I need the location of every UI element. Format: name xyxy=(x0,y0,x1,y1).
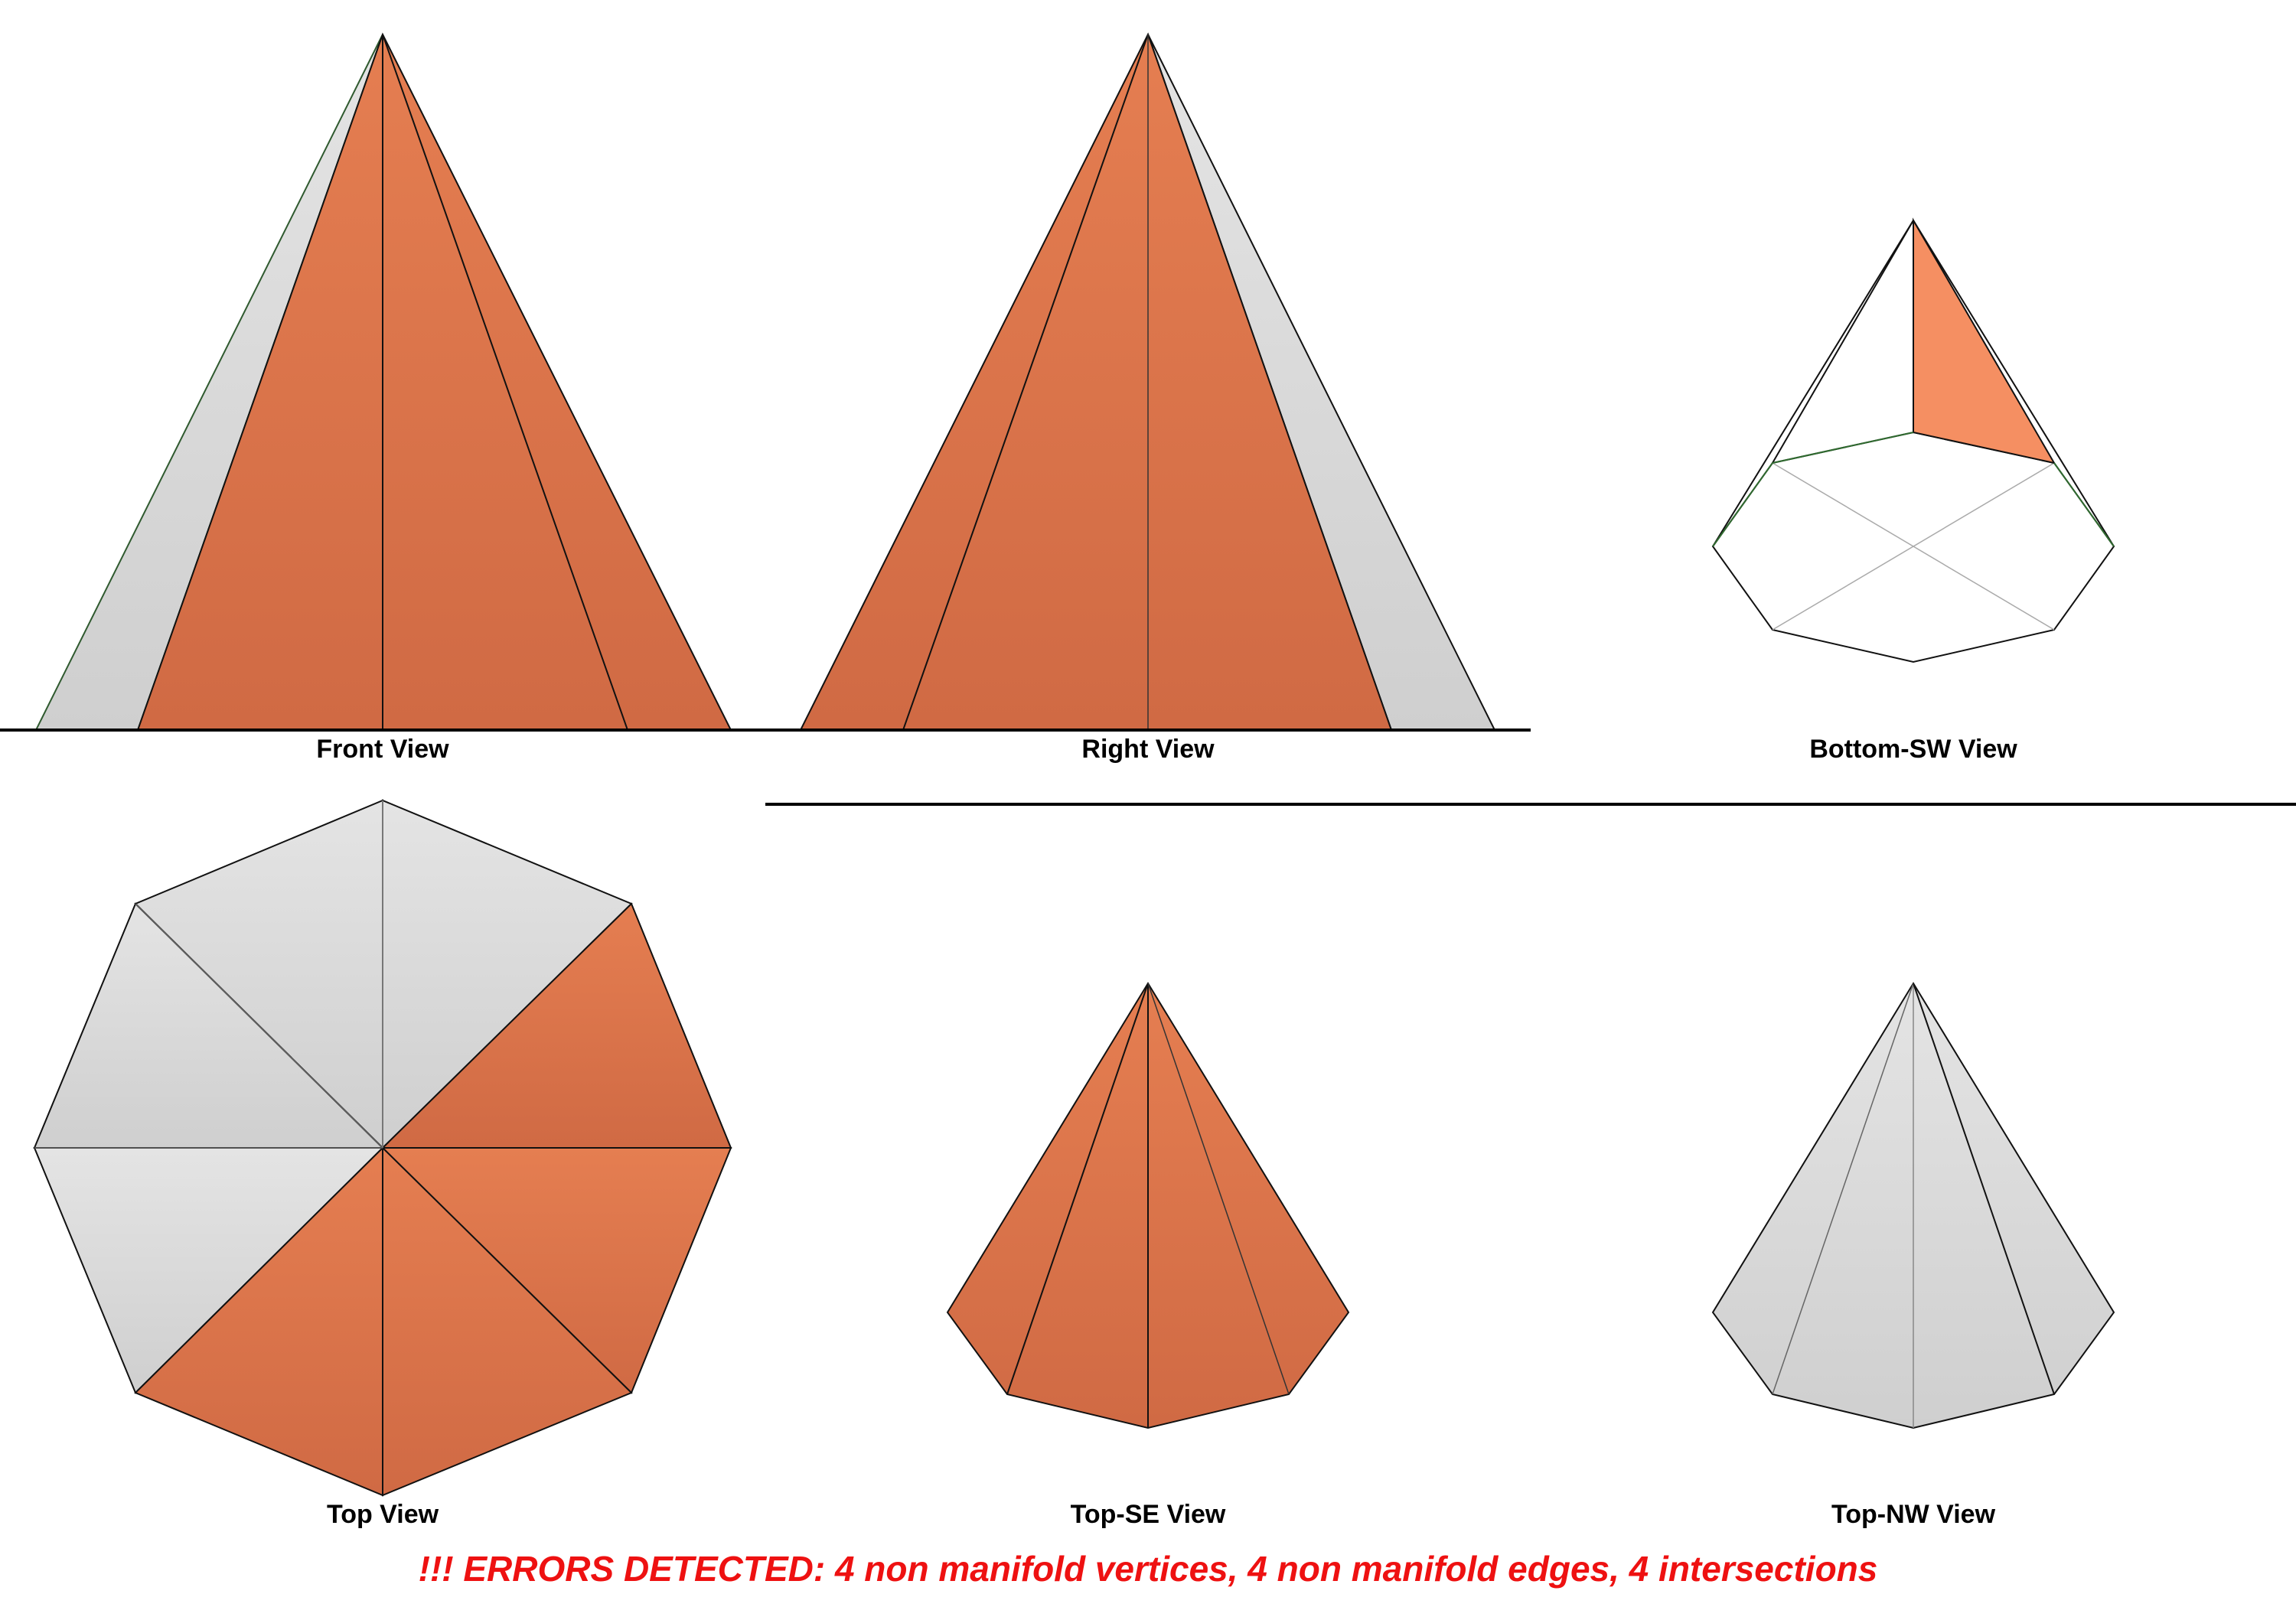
top-nw-edge-3 xyxy=(1913,983,2055,1395)
top-orange-slice-4 xyxy=(134,1146,383,1497)
bottom-sw-edge-1 xyxy=(1712,220,1914,547)
bottom-sw-orange-face xyxy=(1913,217,2056,464)
top-se-edge-1 xyxy=(1006,983,1149,1395)
front-view-label: Front View xyxy=(316,735,449,764)
top-view: Top View xyxy=(33,799,732,1529)
top-spoke-2 xyxy=(135,903,383,1149)
bottom-sw-green-edge-2 xyxy=(1712,462,1773,547)
bottom-sw-edge-2 xyxy=(1913,220,2115,547)
top-se-view: Top-SE View xyxy=(946,982,1350,1529)
right-side-edge xyxy=(902,34,1149,731)
bottom-sw-diag-2 xyxy=(1772,462,2055,631)
error-message: !!! ERRORS DETECTED: 4 non manifold vert… xyxy=(419,1549,1878,1589)
top-se-edge-3 xyxy=(1147,983,1290,1395)
bottom-sw-green-edge-1 xyxy=(1772,432,1914,464)
bottom-sw-base xyxy=(1711,431,2115,663)
bottom-sw-edge-3 xyxy=(1772,220,1914,464)
bottom-sw-view-label: Bottom-SW View xyxy=(1809,735,2017,764)
bottom-sw-view: Bottom-SW View xyxy=(1711,217,2115,764)
top-view-label: Top View xyxy=(327,1500,439,1529)
top-nw-view: Top-NW View xyxy=(1711,982,2115,1529)
right-view-label: Right View xyxy=(1081,735,1215,764)
front-side-edge xyxy=(382,34,628,731)
right-view: Right View xyxy=(765,32,1531,764)
top-nw-edge-1 xyxy=(1772,983,1914,1395)
top-nw-view-label: Top-NW View xyxy=(1831,1500,1996,1529)
front-view: Front View xyxy=(0,32,765,764)
top-se-view-label: Top-SE View xyxy=(1071,1500,1226,1529)
bottom-sw-green-edge-3 xyxy=(2053,462,2115,547)
